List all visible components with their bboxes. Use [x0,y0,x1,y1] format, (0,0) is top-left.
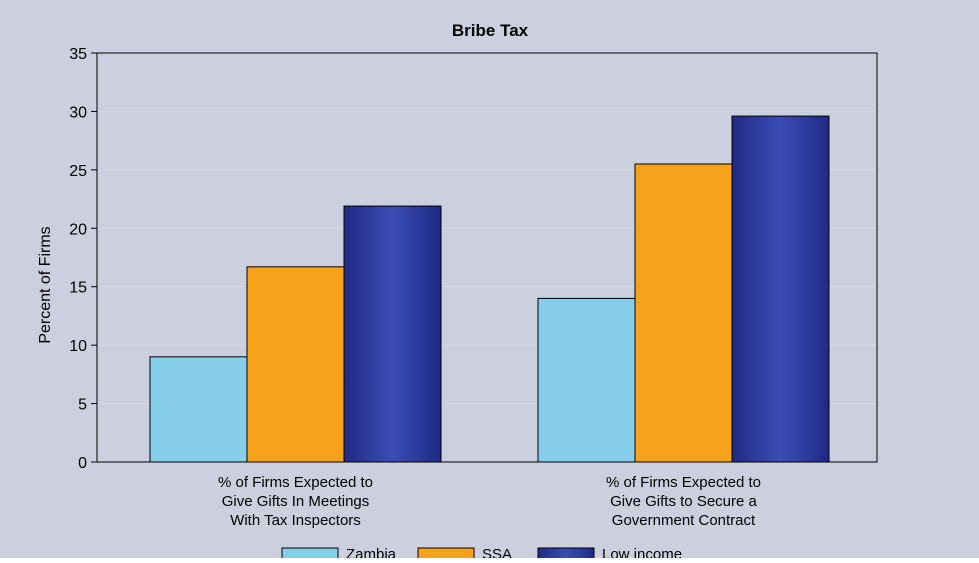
legend-swatch [417,547,475,563]
bar-ssa [246,266,345,463]
x-category-label-line: Government Contract [612,512,756,529]
y-tick-label: 15 [69,280,87,297]
x-category-label-line: % of Firms Expected to [218,474,373,491]
legend-label: SSA [482,546,512,558]
y-tick-label: 30 [69,104,87,121]
x-category-label-line: Give Gifts to Secure a [610,493,757,510]
y-tick-label: 0 [78,455,87,472]
x-category-label-line: Give Gifts In Meetings [222,493,370,510]
chart-title: Bribe Tax [452,21,529,40]
y-tick-label: 10 [69,338,87,355]
y-tick-label: 20 [69,221,87,238]
bar-zambia [149,356,248,463]
y-axis-label: Percent of Firms [37,226,54,343]
legend-swatch [537,547,595,563]
x-axis-category-labels: % of Firms Expected to Give Gifts In Meet… [218,474,761,529]
bar-ssa [634,163,733,463]
x-category-label-line: % of Firms Expected to [606,474,761,491]
y-tick-label: 35 [69,46,87,63]
y-tick-label: 25 [69,163,87,180]
bars [149,115,830,463]
plot-area-border [96,52,878,463]
legend-label: Zambia [346,546,397,558]
y-axis-ticks: 0 5 10 15 20 25 30 35 [69,46,97,472]
legend-swatch [281,547,339,563]
bar-low-income [343,205,442,463]
bar-zambia [537,297,636,463]
bar-low-income [731,115,830,463]
x-category-label-line: With Tax Inspectors [230,512,361,529]
y-tick-label: 5 [78,397,87,414]
legend-label: Low income [602,546,682,558]
